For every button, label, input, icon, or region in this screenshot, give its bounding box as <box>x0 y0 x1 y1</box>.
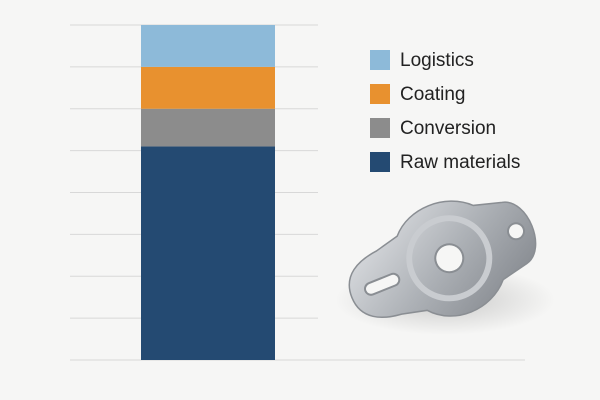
metal-part-image <box>335 200 555 335</box>
bar-segment <box>141 146 275 360</box>
bar-segment <box>141 66 275 109</box>
legend-swatch <box>370 152 390 172</box>
legend: Raw materials Conversion Coating Logistics <box>370 50 520 173</box>
legend-label: Coating <box>400 84 466 105</box>
legend-swatch <box>370 118 390 138</box>
legend-label: Logistics <box>400 50 474 71</box>
legend-swatch <box>370 50 390 70</box>
legend-label: Raw materials <box>400 152 520 173</box>
plot-area <box>70 24 525 361</box>
legend-swatch <box>370 84 390 104</box>
legend-label: Conversion <box>400 118 496 139</box>
bar-segment <box>141 108 275 147</box>
bar-segment <box>141 25 275 67</box>
